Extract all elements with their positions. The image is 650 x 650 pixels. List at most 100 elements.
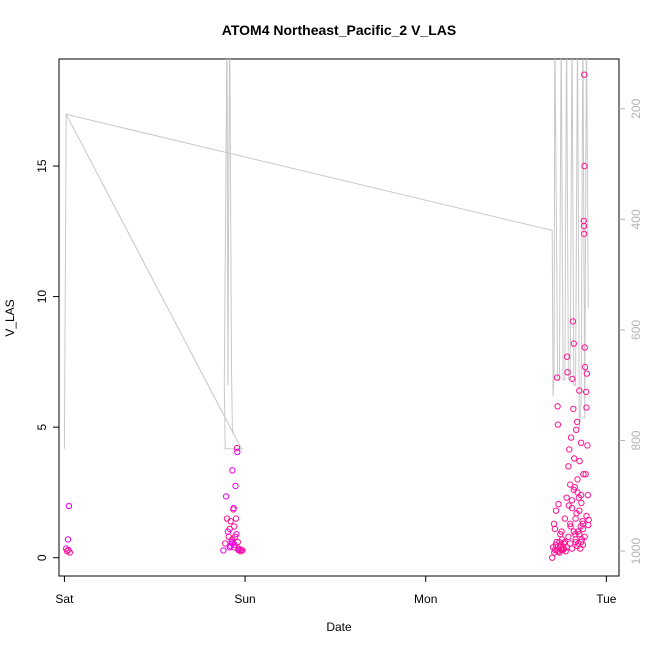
data-point	[573, 426, 580, 433]
data-point	[231, 523, 238, 530]
data-point	[565, 463, 572, 470]
data-point	[579, 518, 586, 525]
data-point	[554, 374, 561, 381]
data-point	[572, 536, 579, 543]
data-point	[550, 520, 558, 527]
data-point	[569, 318, 577, 325]
data-point	[555, 501, 562, 508]
data-point	[573, 418, 581, 426]
data-point	[584, 442, 591, 449]
scatter-points	[62, 71, 592, 561]
data-point	[572, 515, 579, 522]
y-tick-label: 5	[35, 424, 49, 431]
data-point	[579, 520, 587, 527]
data-point	[570, 405, 577, 413]
data-point	[581, 344, 588, 351]
y-tick-label: 15	[35, 159, 49, 173]
data-point	[570, 340, 577, 347]
data-point	[577, 538, 585, 546]
data-point	[552, 507, 560, 514]
data-point	[576, 457, 583, 465]
data-point	[581, 71, 588, 78]
chart-title: ATOM4 Northeast_Pacific_2 V_LAS	[222, 22, 456, 38]
data-point	[232, 482, 239, 490]
y2-tick-label: 600	[629, 320, 643, 340]
data-point	[222, 493, 230, 500]
data-point	[580, 230, 588, 238]
data-point	[577, 491, 585, 499]
data-point	[567, 481, 574, 488]
data-point	[64, 536, 72, 543]
data-point	[574, 542, 581, 550]
data-point	[558, 528, 565, 535]
data-point	[553, 538, 560, 546]
data-point	[564, 369, 571, 376]
data-point	[567, 434, 575, 441]
data-point	[222, 540, 229, 547]
data-point	[568, 545, 576, 552]
data-point	[563, 494, 570, 501]
data-point	[570, 528, 577, 535]
x-tick-label: Mon	[414, 592, 437, 606]
data-point	[568, 504, 576, 512]
data-point	[567, 520, 574, 527]
y-tick-label: 0	[35, 554, 49, 561]
data-point	[566, 446, 573, 453]
data-point	[581, 533, 588, 540]
depth-line	[63, 59, 589, 450]
x-tick-label: Sat	[55, 592, 74, 606]
data-point	[571, 455, 578, 462]
depth-series	[63, 59, 589, 450]
data-point	[577, 439, 585, 446]
data-point	[233, 531, 240, 538]
data-point	[234, 448, 241, 456]
x-axis-label: Date	[326, 620, 352, 634]
data-point	[220, 547, 227, 554]
plot-frame	[58, 58, 620, 577]
data-point	[576, 507, 583, 514]
y2-tick-label: 1000	[629, 537, 643, 564]
data-point	[576, 387, 583, 394]
data-point	[582, 471, 589, 478]
data-point	[563, 353, 571, 360]
data-point	[583, 404, 590, 411]
y-axis-label: V_LAS	[3, 299, 17, 336]
data-point	[227, 518, 234, 525]
data-point	[229, 467, 236, 474]
data-point	[239, 547, 246, 554]
data-point	[578, 499, 585, 507]
data-point	[232, 515, 240, 522]
data-point	[66, 549, 74, 556]
x-tick-label: Tue	[596, 592, 617, 606]
data-point	[554, 421, 562, 428]
data-point	[551, 546, 559, 554]
data-point	[583, 512, 590, 520]
y2-tick-label: 200	[629, 98, 643, 118]
x-tick-label: Sun	[234, 592, 255, 606]
data-point	[560, 540, 568, 547]
y2-tick-label: 800	[629, 430, 643, 450]
data-point	[65, 502, 73, 510]
data-point	[230, 504, 237, 512]
data-point	[567, 523, 574, 530]
data-point	[554, 403, 561, 410]
data-point	[581, 162, 588, 170]
data-point	[565, 533, 572, 540]
data-point	[567, 540, 574, 547]
data-point	[585, 521, 592, 529]
data-point	[558, 546, 566, 554]
y-tick-label: 10	[35, 290, 49, 304]
data-point	[581, 363, 589, 371]
data-point	[574, 476, 581, 483]
data-point	[227, 542, 234, 550]
axes: Sat Sun Mon Tue 0 5 10 15 200 400 600 800 1000	[35, 98, 643, 606]
data-point	[583, 370, 590, 377]
data-point	[236, 546, 243, 554]
data-point	[576, 531, 583, 538]
data-point	[561, 515, 568, 522]
data-point	[580, 471, 587, 478]
data-point	[233, 444, 241, 452]
data-point	[580, 222, 588, 230]
data-point	[582, 388, 590, 396]
